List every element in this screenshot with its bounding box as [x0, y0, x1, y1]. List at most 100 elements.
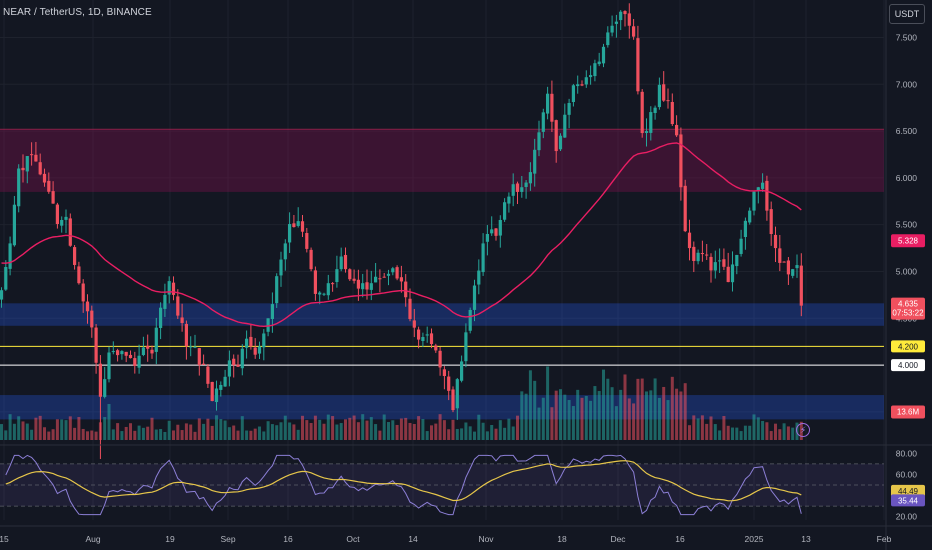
volume-bar — [756, 417, 760, 440]
candle-body — [111, 351, 115, 353]
candle-body — [795, 265, 799, 269]
candle-body — [425, 334, 429, 336]
candle-body — [653, 107, 657, 113]
candle-body — [498, 220, 502, 236]
candle-body — [275, 276, 279, 304]
candle-body — [313, 270, 317, 294]
x-tick-label: Oct — [346, 534, 360, 544]
candle-body — [124, 351, 128, 356]
currency-selector[interactable]: USDT — [889, 4, 925, 24]
y-tick-label: 5.000 — [896, 266, 918, 276]
candle-body — [369, 283, 373, 290]
volume-bar — [559, 389, 562, 440]
candle-body — [21, 167, 25, 171]
price-axis: 3.5004.0004.5005.0005.5006.0006.5007.000… — [885, 0, 918, 550]
volume-bar — [344, 419, 347, 440]
candle-body — [253, 347, 257, 355]
candle-body — [761, 182, 765, 189]
candle-body — [546, 93, 550, 114]
volume-bar — [404, 417, 408, 440]
candle-body — [580, 84, 584, 86]
candle-body — [300, 221, 305, 232]
candle-body — [382, 276, 386, 278]
candle-body — [601, 46, 606, 64]
candle-body — [189, 346, 193, 348]
x-tick-label: 15 — [0, 534, 9, 544]
volume-bar — [614, 406, 618, 440]
volume-bar — [610, 387, 614, 440]
volume-bar — [223, 420, 227, 440]
volume-bar — [589, 400, 593, 440]
volume-bar — [266, 421, 270, 440]
volume-bar — [253, 428, 257, 440]
volume-bar — [124, 426, 128, 440]
candle-body — [361, 283, 365, 290]
volume-bar — [17, 416, 21, 440]
level-tag-text: 4.000 — [898, 361, 919, 370]
candle-body — [451, 389, 455, 411]
candle-body — [352, 278, 356, 281]
candle-body — [511, 184, 515, 196]
volume-bar — [270, 424, 274, 440]
volume-bar — [227, 427, 231, 440]
volume-bar — [774, 423, 777, 440]
volume-bar — [279, 422, 283, 440]
candle-body — [223, 376, 227, 387]
candle-body — [245, 338, 249, 348]
support-zone — [0, 303, 884, 326]
volume-bar — [326, 414, 330, 440]
candle-body — [17, 168, 21, 207]
candle-body — [210, 381, 214, 402]
rsi-tag-bg — [891, 494, 925, 507]
volume-bar — [4, 430, 8, 440]
x-tick-label: 14 — [408, 534, 418, 544]
candle-body — [30, 154, 34, 156]
volume-bar — [172, 430, 175, 440]
candle-body — [791, 269, 795, 276]
candle-body — [305, 233, 309, 249]
volume-bar — [511, 426, 515, 440]
candle-body — [154, 327, 158, 352]
candle-body — [219, 384, 223, 390]
volume-bar — [778, 429, 782, 440]
x-tick-label: Feb — [877, 534, 892, 544]
candle-body — [503, 202, 507, 220]
candle-body — [752, 191, 756, 211]
candle-body — [90, 310, 94, 328]
volume-bar — [288, 422, 292, 440]
candle-body — [773, 234, 778, 249]
volume-bar — [640, 378, 644, 440]
candle-body — [141, 347, 145, 355]
volume-bar — [318, 419, 322, 440]
volume-bar — [322, 423, 326, 440]
lightning-icon[interactable]: ⚡ — [796, 423, 810, 437]
candle-body — [365, 282, 369, 290]
volume-bar — [219, 419, 223, 440]
volume-bar — [520, 391, 524, 440]
last-price-tag-bg — [891, 297, 925, 320]
candle-body — [455, 379, 459, 409]
volume-bar — [477, 414, 481, 440]
volume-bar — [567, 400, 571, 440]
candle-body — [464, 332, 468, 362]
volume-bar — [361, 414, 365, 440]
volume-bar — [528, 370, 532, 440]
volume-bar — [550, 407, 554, 440]
candle-body — [515, 183, 520, 192]
y-tick-label: 7.000 — [896, 79, 918, 89]
volume-bar — [141, 427, 145, 440]
volume-bar — [447, 429, 451, 440]
candle-body — [619, 11, 623, 21]
volume-bar — [653, 378, 657, 440]
volume-bar — [86, 431, 89, 440]
candle-body — [270, 304, 274, 319]
volume-bar — [709, 416, 713, 440]
volume-bar — [546, 366, 550, 440]
volume-bar — [34, 417, 38, 440]
candle-body — [589, 75, 593, 78]
resistance-zone — [0, 129, 884, 192]
volume-bar — [739, 431, 743, 440]
candle-body — [356, 279, 360, 289]
volume-bar — [133, 430, 137, 440]
